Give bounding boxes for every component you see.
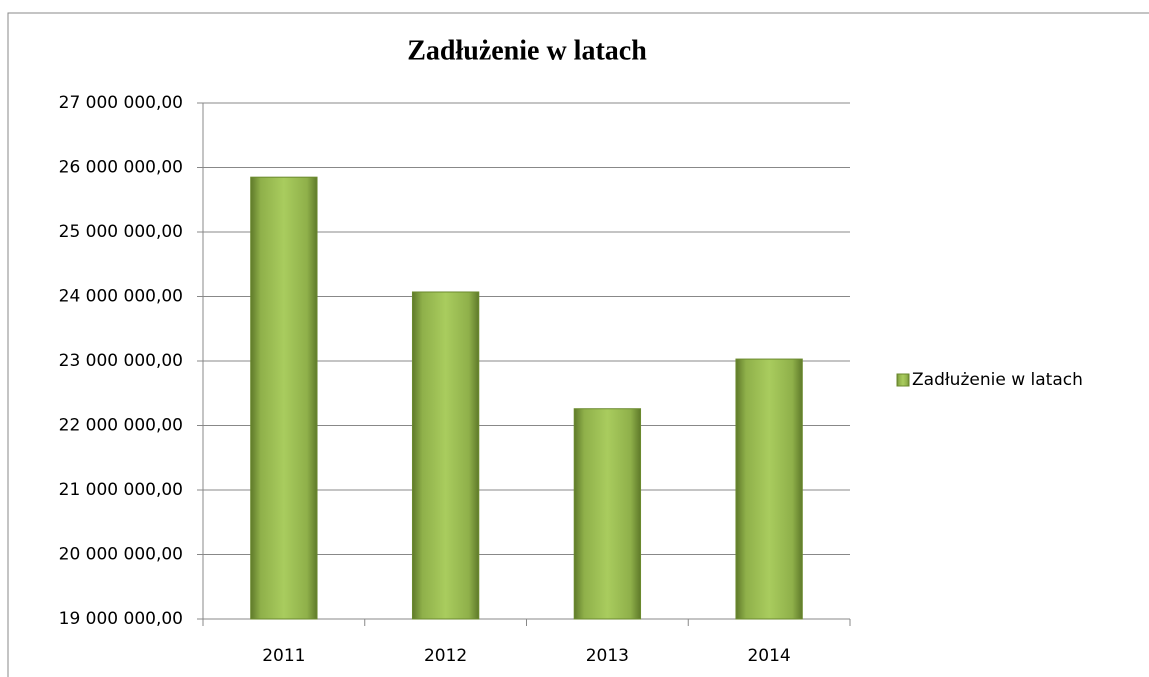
y-tick-label: 26 000 000,00: [59, 158, 183, 178]
chart-title: Zadłużenie w latach: [407, 35, 647, 66]
y-tick-label: 23 000 000,00: [59, 351, 183, 371]
legend-swatch: [896, 373, 910, 387]
y-tick-label: 21 000 000,00: [59, 480, 183, 500]
bar: [411, 291, 480, 620]
y-tick-label: 27 000 000,00: [59, 93, 183, 113]
bar: [250, 176, 318, 620]
x-tick-label: 2013: [586, 646, 629, 666]
x-tick-label: 2011: [262, 646, 305, 666]
y-tick-label: 22 000 000,00: [59, 416, 183, 436]
x-tick-label: 2012: [424, 646, 467, 666]
x-tick-label: 2014: [747, 646, 790, 666]
y-tick-label: 25 000 000,00: [59, 222, 183, 242]
bar: [573, 408, 642, 620]
legend-label: Zadłużenie w latach: [912, 370, 1083, 390]
bar: [735, 358, 803, 620]
y-tick-label: 19 000 000,00: [59, 609, 183, 629]
y-tick-label: 24 000 000,00: [59, 287, 183, 307]
y-tick-label: 20 000 000,00: [59, 545, 183, 565]
